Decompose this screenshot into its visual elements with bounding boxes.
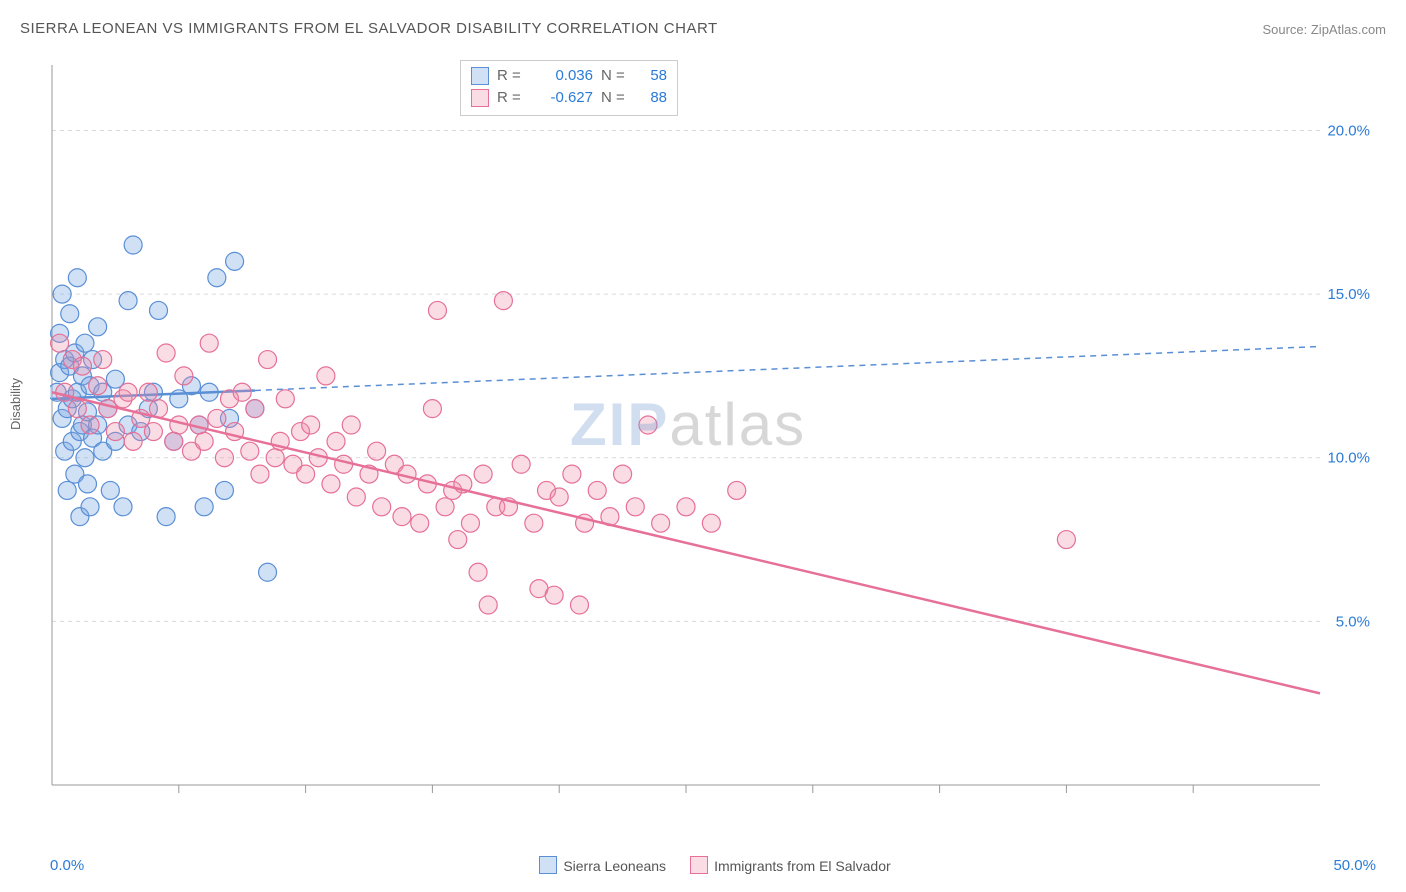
source-label: Source: ZipAtlas.com: [1262, 22, 1386, 37]
legend-swatch: [471, 89, 489, 107]
n-label: N =: [601, 87, 629, 109]
correlation-legend: R = 0.036 N = 58 R = -0.627 N = 88: [460, 60, 678, 116]
y-axis-label: Disability: [8, 378, 23, 430]
n-value: 88: [637, 87, 667, 109]
r-label: R =: [497, 87, 525, 109]
n-label: N =: [601, 65, 629, 87]
correlation-legend-row: R = 0.036 N = 58: [471, 65, 667, 87]
chart-title: SIERRA LEONEAN VS IMMIGRANTS FROM EL SAL…: [20, 20, 718, 37]
chart-area: 5.0% 10.0% 15.0% 20.0%: [50, 55, 1380, 815]
legend-swatch: [690, 856, 708, 874]
svg-text:15.0%: 15.0%: [1327, 286, 1370, 303]
r-label: R =: [497, 65, 525, 87]
r-value: 0.036: [533, 65, 593, 87]
legend-swatch: [539, 856, 557, 874]
legend-label: Immigrants from El Salvador: [714, 858, 891, 874]
r-value: -0.627: [533, 87, 593, 109]
svg-text:10.0%: 10.0%: [1327, 450, 1370, 467]
series-legend: Sierra Leoneans Immigrants from El Salvad…: [0, 856, 1406, 874]
scatter-chart-svg: 5.0% 10.0% 15.0% 20.0%: [50, 55, 1380, 815]
legend-swatch: [471, 67, 489, 85]
legend-label: Sierra Leoneans: [563, 858, 666, 874]
svg-text:5.0%: 5.0%: [1336, 613, 1370, 630]
n-value: 58: [637, 65, 667, 87]
correlation-legend-row: R = -0.627 N = 88: [471, 87, 667, 109]
svg-text:20.0%: 20.0%: [1327, 122, 1370, 139]
